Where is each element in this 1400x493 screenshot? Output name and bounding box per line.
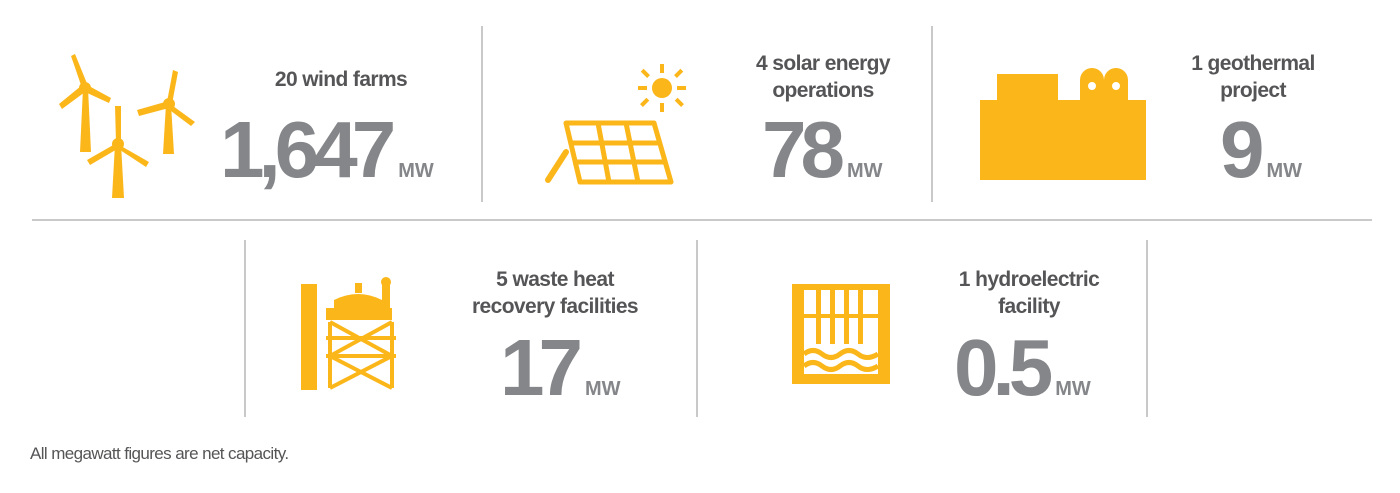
stat-unit: MW [846, 160, 883, 182]
waste-heat-facility-icon [301, 277, 396, 390]
stat-label: 1 geothermal project [1191, 52, 1315, 102]
geothermal-plant-icon [980, 68, 1146, 180]
divider-horizontal [32, 219, 1372, 221]
stat-label: 5 waste heat recovery facilities [471, 268, 639, 318]
stat-label: 20 wind farms [274, 68, 408, 91]
stat-value: 1,647 MW [220, 110, 434, 190]
stat-unit: MW [1266, 160, 1303, 182]
divider-vertical [244, 240, 246, 417]
stat-number: 17 [500, 323, 583, 412]
stat-number: 78 [762, 105, 845, 194]
stat-unit: MW [1055, 378, 1091, 400]
stat-label: 1 hydroelectric facility [958, 268, 1100, 318]
stat-unit: MW [584, 378, 621, 400]
stat-label: 4 solar energy operations [755, 52, 891, 102]
stat-unit: MW [398, 160, 434, 182]
solar-panel-icon [545, 64, 686, 185]
stat-value: 9 MW [1220, 110, 1302, 190]
stat-number: 1,647 [220, 105, 396, 194]
divider-vertical [1146, 240, 1148, 417]
stat-number: 0.5 [954, 323, 1053, 412]
stat-value: 78 MW [762, 110, 883, 190]
wind-turbine-icon [59, 54, 195, 198]
divider-vertical [696, 240, 698, 417]
stat-value: 0.5 MW [954, 328, 1091, 408]
stat-number: 9 [1220, 105, 1264, 194]
divider-vertical [481, 26, 483, 202]
footnote: All megawatt figures are net capacity. [30, 444, 289, 463]
stat-value: 17 MW [500, 328, 621, 408]
divider-vertical [931, 26, 933, 202]
hydroelectric-dam-icon [792, 284, 890, 384]
